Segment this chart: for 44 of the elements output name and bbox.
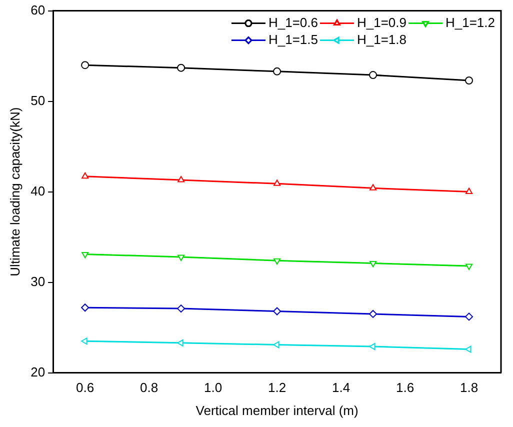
x-tick-label: 1.6 <box>396 380 414 396</box>
x-tick-label: 1.0 <box>204 380 222 396</box>
point <box>273 341 280 348</box>
point <box>273 67 282 76</box>
point <box>177 339 184 346</box>
y-tick-label: 40 <box>30 183 46 198</box>
x-tick-label: 1.8 <box>460 380 478 396</box>
x-axis-title: Vertical member interval (m) <box>196 402 358 418</box>
point <box>177 64 186 72</box>
x-tick-label: 0.8 <box>140 380 158 396</box>
point <box>369 71 378 80</box>
point <box>274 180 281 186</box>
point <box>465 76 474 84</box>
legend-label: H_1=0.9 <box>356 14 406 30</box>
y-tick-label: 20 <box>30 364 46 380</box>
point <box>81 338 88 345</box>
point <box>465 264 473 270</box>
point <box>273 307 282 316</box>
point <box>274 258 281 265</box>
y-axis-title: Ultimate loading capacity(kN) <box>7 107 22 276</box>
point <box>82 172 89 179</box>
point <box>369 343 376 350</box>
point <box>81 304 90 312</box>
point <box>369 261 377 268</box>
point <box>178 254 185 261</box>
point <box>369 310 378 318</box>
x-tick-label: 0.6 <box>76 380 94 396</box>
point <box>81 61 90 70</box>
legend-label: H_1=1.5 <box>268 32 318 47</box>
x-tick-label: 1.4 <box>332 380 350 396</box>
point <box>369 184 377 190</box>
x-tick-label: 1.2 <box>268 380 286 396</box>
point <box>178 176 185 182</box>
point <box>465 188 473 194</box>
legend-label: H_1=1.8 <box>356 32 406 47</box>
point <box>465 312 474 321</box>
y-tick-label: 30 <box>30 274 46 289</box>
y-tick-label: 50 <box>30 92 46 108</box>
point <box>177 304 186 313</box>
point <box>465 346 472 353</box>
legend-label: H_1=1.2 <box>445 14 496 30</box>
legend-label: H_1=0.6 <box>268 14 318 30</box>
point <box>82 252 89 258</box>
y-tick-label: 60 <box>30 2 46 18</box>
